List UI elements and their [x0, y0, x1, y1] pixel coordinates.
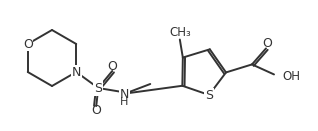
Text: O: O: [91, 105, 101, 118]
Text: N: N: [72, 66, 81, 78]
Text: CH₃: CH₃: [169, 26, 191, 39]
Text: H: H: [120, 97, 128, 107]
Text: O: O: [262, 37, 272, 50]
Text: O: O: [107, 59, 117, 72]
Text: OH: OH: [282, 70, 300, 83]
Text: N: N: [120, 88, 129, 100]
Text: S: S: [94, 81, 102, 94]
Text: S: S: [205, 89, 213, 102]
Text: O: O: [23, 37, 33, 50]
